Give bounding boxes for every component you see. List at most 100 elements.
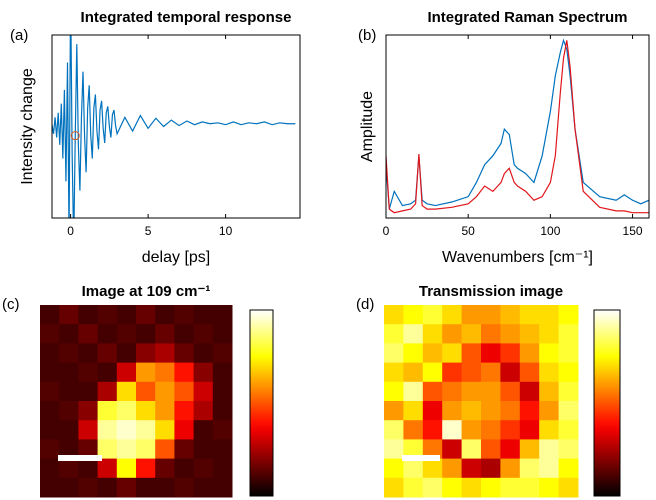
- heatmap-cell: [212, 343, 233, 364]
- heatmap-cell: [155, 477, 175, 498]
- heatmap-cell: [116, 439, 137, 460]
- heatmap-cell: [481, 343, 501, 364]
- scale-bar: [402, 455, 440, 461]
- heatmap-cell: [384, 420, 404, 440]
- heatmap-cell: [97, 458, 118, 479]
- series-line: [386, 38, 649, 210]
- y-axis-label: Intensity change: [19, 68, 36, 185]
- heatmap-cell: [59, 477, 79, 498]
- heatmap-cell: [212, 381, 233, 402]
- heatmap-cell: [539, 324, 560, 344]
- x-tick-label: 10: [219, 224, 233, 238]
- heatmap-cell: [155, 401, 175, 421]
- heatmap-cell: [59, 458, 79, 479]
- heatmap-cell: [558, 420, 579, 440]
- heatmap-cell: [78, 362, 99, 383]
- heatmap-cell: [155, 439, 175, 460]
- heatmap-cell: [422, 401, 443, 421]
- heatmap-cell: [539, 381, 560, 402]
- heatmap-cell: [155, 305, 175, 325]
- heatmap-cell: [40, 420, 60, 440]
- heatmap-cell: [193, 458, 214, 479]
- heatmap-cell: [136, 420, 156, 440]
- heatmap-cell: [59, 381, 79, 402]
- heatmap-cell: [461, 343, 482, 364]
- heatmap-cell: [403, 381, 424, 402]
- heatmap-cell: [539, 420, 560, 440]
- heatmap-cell: [136, 401, 156, 421]
- heatmap-cell: [519, 439, 540, 460]
- heatmap-cell: [155, 381, 175, 402]
- heatmap-cell: [193, 362, 214, 383]
- heatmap-cell: [558, 458, 579, 479]
- heatmap-cell: [97, 439, 118, 460]
- heatmap-cell: [500, 401, 521, 421]
- heatmap-cell: [174, 305, 195, 325]
- heatmap-cell: [442, 477, 463, 498]
- heatmap-cell: [422, 343, 443, 364]
- heatmap-cell: [384, 439, 404, 460]
- heatmap-cell: [442, 381, 463, 402]
- heatmap-cell: [422, 362, 443, 383]
- heatmap-cell: [500, 458, 521, 479]
- x-tick-label: 150: [623, 224, 643, 238]
- heatmap-cell: [212, 305, 233, 325]
- colorbar: [593, 309, 621, 497]
- heatmap-cell: [78, 324, 99, 344]
- heatmap-cell: [97, 324, 118, 344]
- heatmap-cell: [442, 362, 463, 383]
- heatmap-cell: [481, 324, 501, 344]
- series-line: [52, 35, 296, 218]
- heatmap-cell: [97, 381, 118, 402]
- heatmap-cell: [500, 439, 521, 460]
- heatmap-cell: [539, 439, 560, 460]
- heatmap-cell: [97, 305, 118, 325]
- heatmap-cell: [403, 343, 424, 364]
- axes-box: [385, 34, 650, 219]
- heatmap-cell: [558, 381, 579, 402]
- heatmap-cell: [403, 401, 424, 421]
- heatmap-cell: [78, 343, 99, 364]
- heatmap-cell: [519, 362, 540, 383]
- heatmap-cell: [500, 362, 521, 383]
- heatmap-cell: [193, 324, 214, 344]
- heatmap-cell: [481, 381, 501, 402]
- heatmap-cell: [442, 458, 463, 479]
- heatmap-cell: [403, 477, 424, 498]
- colorbar: [249, 309, 274, 497]
- heatmap-cell: [481, 305, 501, 325]
- heatmap-cell: [116, 362, 137, 383]
- heatmap-cell: [59, 324, 79, 344]
- heatmap-cell: [155, 458, 175, 479]
- heatmap-cell: [212, 401, 233, 421]
- heatmap-cell: [384, 305, 404, 325]
- heatmap-cell: [212, 439, 233, 460]
- heatmap-cell: [442, 343, 463, 364]
- heatmap-cell: [461, 458, 482, 479]
- heatmap-cell: [136, 362, 156, 383]
- heatmap-cell: [519, 458, 540, 479]
- heatmap-cell: [519, 305, 540, 325]
- heatmap-cell: [519, 420, 540, 440]
- heatmap-cell: [481, 477, 501, 498]
- heatmap-cell: [384, 381, 404, 402]
- heatmap-cell: [422, 324, 443, 344]
- heatmap-cell: [40, 343, 60, 364]
- heatmap-cell: [461, 401, 482, 421]
- heatmap-cell: [384, 362, 404, 383]
- heatmap-cell: [40, 477, 60, 498]
- heatmap-cell: [78, 439, 99, 460]
- heatmap-cell: [422, 458, 443, 479]
- panel-label: (a): [10, 27, 28, 44]
- heatmap-cell: [500, 343, 521, 364]
- heatmap-cell: [78, 381, 99, 402]
- heatmap-cell: [155, 420, 175, 440]
- heatmap-cell: [422, 439, 443, 460]
- heatmap-cell: [212, 324, 233, 344]
- heatmap-cell: [558, 305, 579, 325]
- heatmap-cell: [155, 324, 175, 344]
- heatmap-cell: [481, 458, 501, 479]
- heatmap-cell: [97, 343, 118, 364]
- heatmap-cell: [500, 420, 521, 440]
